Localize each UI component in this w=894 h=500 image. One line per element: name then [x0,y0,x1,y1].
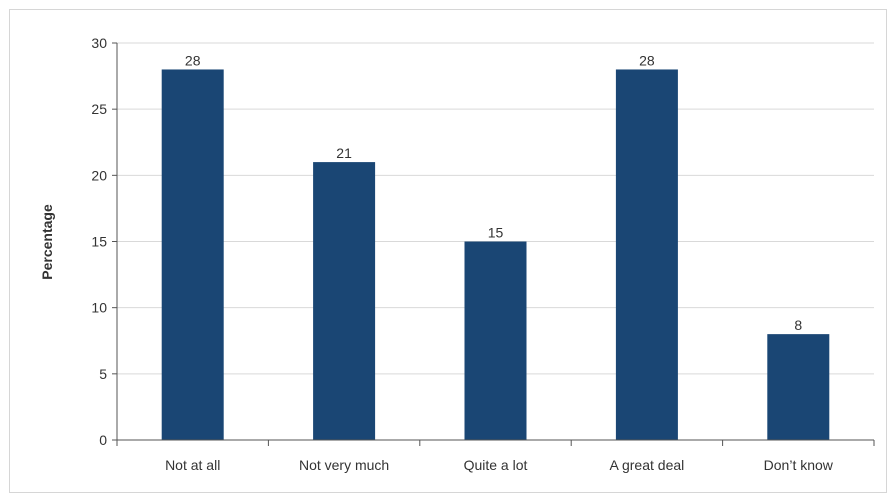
bar-chart: 0 5 10 15 20 25 30 28 Not at all 21 Not very much 1… [39,35,875,473]
x-tick-label: Not very much [299,457,389,473]
bars [161,69,830,440]
x-tick-label: Quite a lot [464,457,528,473]
bar [767,334,830,440]
data-label: 21 [336,145,352,161]
data-label: 28 [639,52,655,68]
labels: 0 5 10 15 20 25 30 28 Not at all 21 Not very much 1… [91,35,833,473]
y-tick-label: 0 [99,432,107,448]
bar [161,69,224,440]
y-axis-title: Percentage [39,204,55,280]
bar [464,241,527,440]
bar [313,162,376,440]
bar [615,69,678,440]
x-tick-label: Don’t know [764,457,834,473]
y-tick-label: 20 [91,167,107,183]
axes [112,42,875,446]
data-label: 8 [794,317,802,333]
y-tick-label: 5 [99,366,107,382]
chart-frame: 0 5 10 15 20 25 30 28 Not at all 21 Not very much 1… [9,9,887,493]
y-tick-label: 25 [91,101,107,117]
x-tick-label: Not at all [165,457,220,473]
data-label: 15 [488,225,504,241]
y-tick-label: 15 [91,234,107,250]
y-tick-label: 10 [91,300,107,316]
x-tick-label: A great deal [610,457,685,473]
data-label: 28 [185,52,201,68]
y-tick-label: 30 [91,35,107,51]
